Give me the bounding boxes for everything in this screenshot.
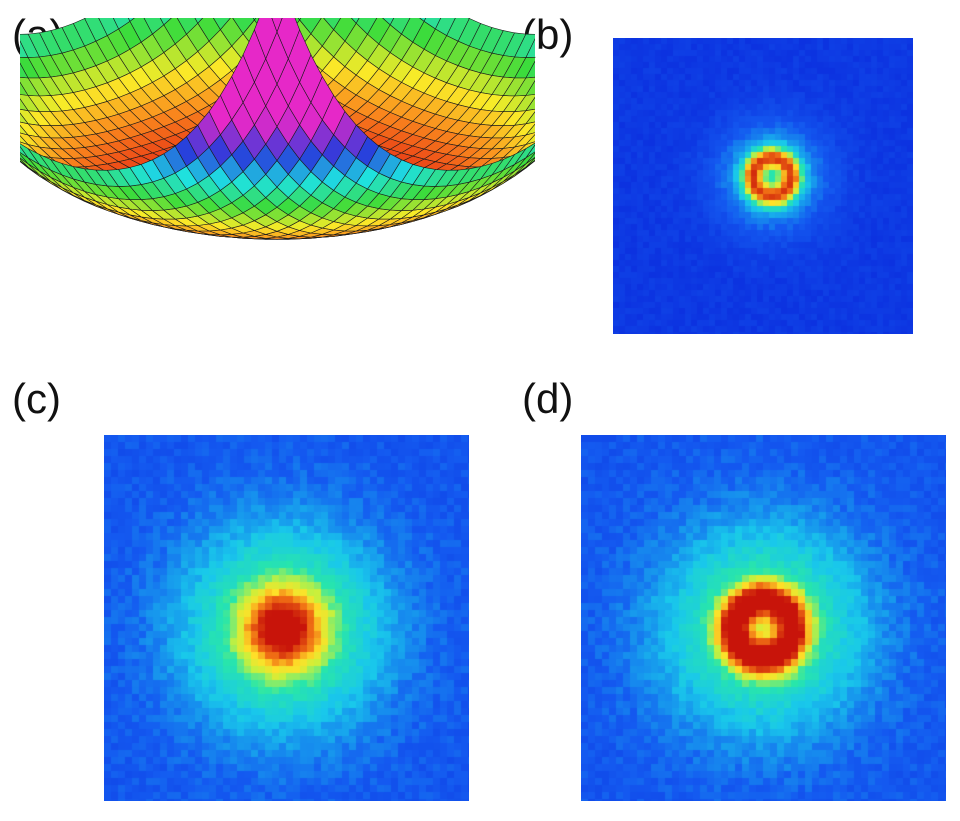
surface-cell [276,18,300,60]
surface-plot [20,18,535,240]
surface-cell [525,111,535,125]
surface-cell [525,38,535,58]
density-image-d [581,435,946,801]
surface-cell [254,18,278,60]
surface-cell [20,112,29,125]
surface-cell [20,81,29,96]
surface-cell [271,18,283,33]
surface-cell [20,98,29,112]
panel-label-d: (d) [522,375,574,422]
surface-cell [20,40,29,58]
surface-cell [525,123,535,136]
surface-cell [525,96,535,112]
surface-cell [20,62,29,79]
density-image-b [613,38,913,334]
panel-label-c: (c) [12,375,61,422]
surface-mesh [20,18,535,240]
surface-cell [525,80,535,96]
surface-cell [20,124,29,136]
density-image-c [104,435,469,801]
surface-cell [525,60,535,79]
